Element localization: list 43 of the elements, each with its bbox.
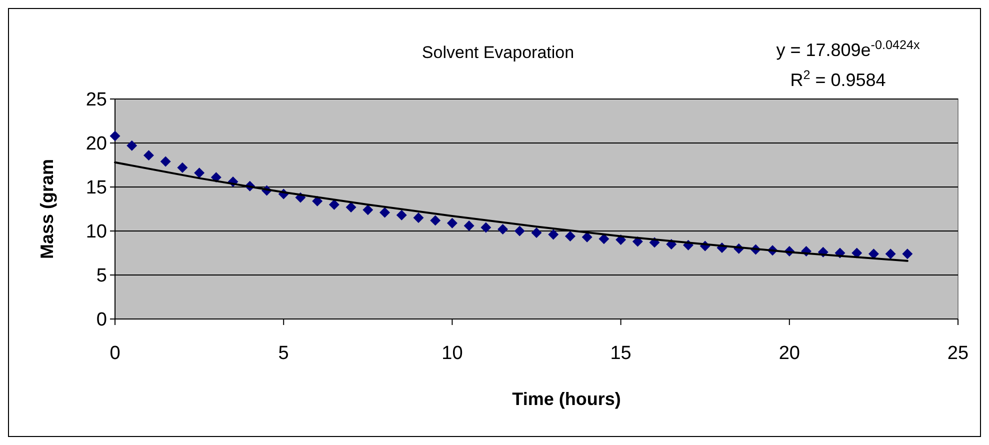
x-tick-label: 20	[778, 343, 800, 364]
point	[480, 222, 492, 233]
y-tick-label: 0	[96, 310, 107, 331]
x-tick-label: 10	[442, 343, 463, 364]
y-tick-label: 5	[96, 266, 107, 287]
x-tick-label: 0	[110, 343, 120, 364]
point	[328, 199, 340, 210]
y-tick-label: 10	[86, 222, 107, 243]
point	[177, 162, 188, 173]
x-tick-label: 15	[610, 343, 632, 364]
text: y = 17.809e$^{-0.0424x}$	[776, 38, 920, 60]
point	[902, 248, 913, 260]
point	[852, 248, 862, 258]
point	[885, 248, 896, 260]
y-tick-label: 25	[86, 90, 107, 111]
point	[143, 150, 154, 161]
point	[396, 210, 407, 220]
point	[362, 204, 374, 216]
point	[446, 218, 458, 228]
point	[126, 140, 138, 151]
point	[531, 228, 542, 238]
x-tick-label: 5	[278, 343, 289, 364]
point	[598, 234, 610, 244]
point	[194, 168, 205, 178]
point	[498, 224, 508, 234]
point	[430, 215, 441, 226]
point	[564, 231, 576, 242]
point	[160, 156, 171, 167]
point	[464, 220, 474, 231]
point	[346, 202, 356, 212]
point	[110, 130, 120, 142]
point	[548, 229, 559, 240]
y-axis-title: Mass (gram	[37, 158, 57, 260]
point	[582, 232, 592, 242]
chart-title: Solvent Evaporation	[422, 43, 574, 62]
y-tick-label: 20	[86, 134, 107, 155]
text: R$^{2}$ = 0.9584	[790, 68, 886, 90]
point	[413, 212, 424, 224]
y-tick-label: 15	[86, 178, 107, 199]
point	[380, 207, 390, 218]
x-axis-title: Time (hours)	[512, 389, 621, 409]
point	[514, 226, 525, 236]
x-tick-label: 25	[947, 343, 969, 364]
